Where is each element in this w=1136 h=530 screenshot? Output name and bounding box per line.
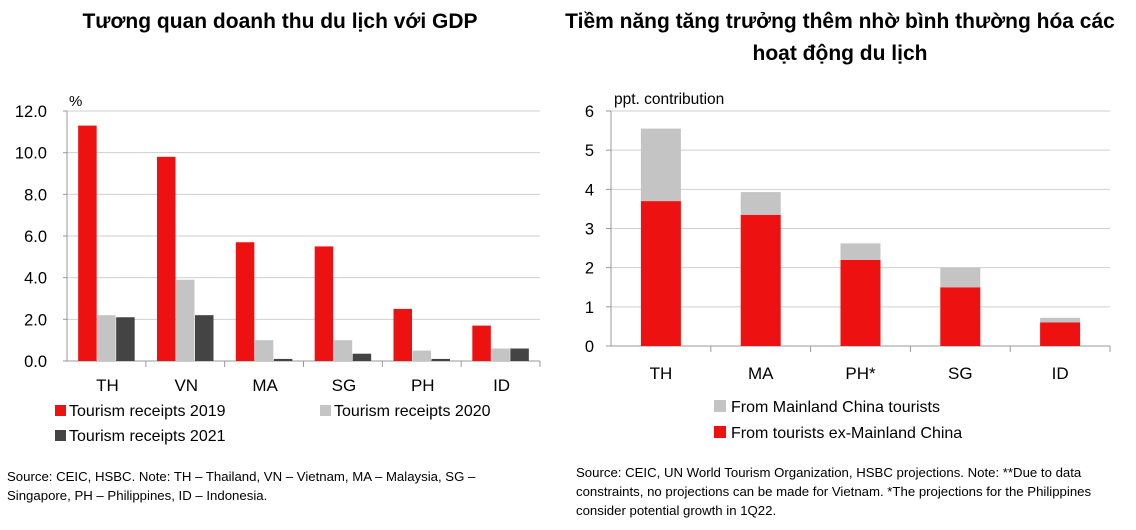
left-bar <box>195 315 214 361</box>
left-bar <box>491 348 510 361</box>
left-y-tick-label: 2.0 <box>24 311 47 329</box>
left-y-tick-label: 6.0 <box>24 228 47 246</box>
left-y-tick-label: 0.0 <box>24 353 47 371</box>
right-stacked-bar-segment <box>640 128 681 202</box>
left-y-tick-label: 10.0 <box>15 145 47 163</box>
left-bar <box>97 315 116 361</box>
left-bar <box>472 325 491 361</box>
left-legend-swatch <box>320 405 331 416</box>
right-legend-swatch <box>714 400 726 412</box>
left-y-tick-label: 4.0 <box>24 270 47 288</box>
left-bar <box>235 242 255 361</box>
right-stacked-bar-segment <box>840 259 881 346</box>
left-bar <box>431 358 450 361</box>
right-y-axis-unit-label: ppt. contribution <box>614 91 724 108</box>
left-bar <box>393 308 412 361</box>
left-bar <box>333 340 353 361</box>
left-chart-source-note: Source: CEIC, HSBC. Note: TH – Thailand,… <box>7 469 476 503</box>
left-bar <box>314 246 334 361</box>
left-y-tick-label: 8.0 <box>24 186 47 204</box>
left-x-category-label: MA <box>252 376 278 395</box>
left-x-category-label: TH <box>96 376 119 395</box>
right-x-category-label: PH* <box>845 364 876 383</box>
right-y-tick-label: 6 <box>585 103 594 121</box>
left-bar <box>176 279 195 361</box>
left-x-category-label: ID <box>493 376 510 395</box>
right-stacked-bar-segment <box>640 201 681 346</box>
right-stacked-bar-segment <box>940 267 981 288</box>
right-stacked-bar-segment <box>940 287 981 346</box>
left-legend-label: Tourism receipts 2019 <box>69 403 226 420</box>
right-legend-label: From tourists ex-Mainland China <box>731 425 962 442</box>
right-x-category-label: MA <box>748 364 774 383</box>
left-legend-swatch <box>55 405 66 416</box>
left-bar <box>78 125 97 361</box>
left-bar <box>273 358 293 361</box>
left-y-axis-unit-label: % <box>69 93 82 110</box>
left-legend-label: Tourism receipts 2020 <box>334 403 491 420</box>
right-x-category-label: TH <box>650 364 673 383</box>
right-chart-source-note: Source: CEIC, UN World Tourism Organizat… <box>576 465 1092 518</box>
right-legend-label: From Mainland China tourists <box>731 399 940 416</box>
right-x-category-label: SG <box>948 364 973 383</box>
left-bar <box>412 350 431 361</box>
left-legend-swatch <box>55 430 66 441</box>
right-stacked-bar-segment <box>840 243 881 260</box>
right-stacked-bar-segment <box>740 192 781 215</box>
right-y-tick-label: 3 <box>585 221 594 239</box>
left-x-category-label: VN <box>174 376 198 395</box>
left-bar <box>352 353 372 361</box>
left-bar <box>116 317 135 361</box>
left-bar <box>510 348 529 361</box>
left-chart-title: Tương quan doanh thu du lịch với GDP <box>82 10 478 33</box>
left-bar <box>157 156 176 361</box>
left-y-tick-label: 12.0 <box>15 103 47 121</box>
right-stacked-bar-segment <box>1040 322 1081 346</box>
left-x-category-label: SG <box>332 376 357 395</box>
right-chart-title: Tiềm năng tăng trưởng thêm nhờ bình thườ… <box>565 10 1115 65</box>
right-stacked-bar-segment <box>1040 317 1081 323</box>
right-stacked-bar-segment <box>740 214 781 346</box>
left-bar <box>254 340 274 361</box>
right-y-tick-label: 0 <box>585 338 594 356</box>
left-legend-label: Tourism receipts 2021 <box>69 428 226 445</box>
right-y-tick-label: 4 <box>585 181 594 199</box>
right-x-category-label: ID <box>1052 364 1069 383</box>
right-y-tick-label: 5 <box>585 142 594 160</box>
left-x-category-label: PH <box>411 376 435 395</box>
right-y-tick-label: 2 <box>585 260 594 278</box>
right-y-tick-label: 1 <box>585 299 594 317</box>
right-legend-swatch <box>714 426 726 438</box>
